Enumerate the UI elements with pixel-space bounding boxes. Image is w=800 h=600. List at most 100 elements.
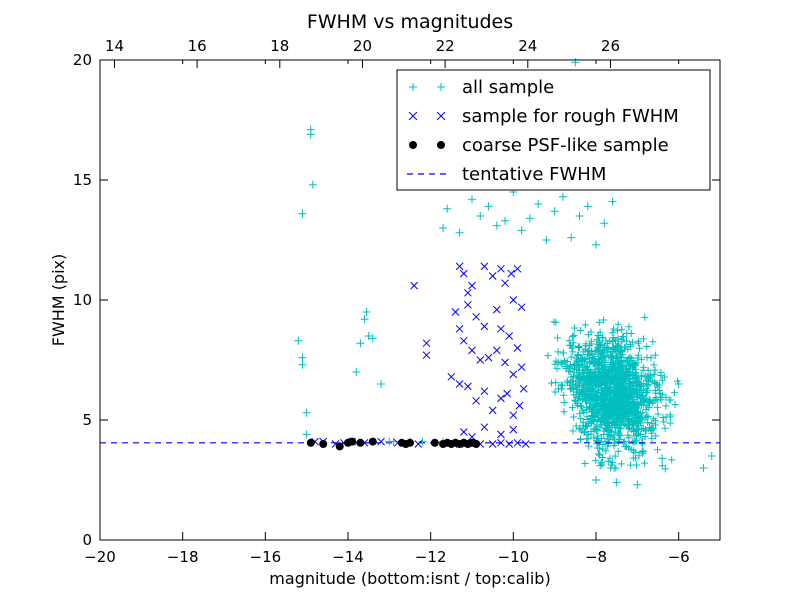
data-point-all-sample	[643, 412, 651, 420]
x-tick-label: −8	[585, 548, 607, 566]
x-tick-label: −16	[250, 548, 282, 566]
data-point-all-sample	[632, 432, 640, 440]
data-point-all-sample	[613, 327, 621, 335]
data-point-all-sample	[657, 368, 665, 376]
top-tick-label: 24	[518, 37, 537, 55]
data-point-all-sample	[439, 224, 448, 232]
data-point-rough-fwhm	[497, 324, 505, 333]
data-point-all-sample	[644, 419, 652, 427]
data-point-all-sample	[550, 207, 559, 216]
data-point-all-sample	[622, 443, 630, 451]
data-point-all-sample	[597, 459, 605, 467]
data-point-all-sample	[631, 375, 639, 383]
data-point-all-sample	[476, 212, 485, 220]
data-point-all-sample	[627, 354, 635, 362]
legend-label: all sample	[462, 77, 554, 98]
data-point-all-sample	[580, 373, 588, 381]
data-point-all-sample	[651, 366, 659, 374]
data-point-all-sample	[613, 391, 621, 399]
data-point-rough-fwhm	[459, 428, 468, 436]
data-point-all-sample	[602, 352, 610, 360]
data-point-all-sample	[583, 363, 591, 371]
data-point-all-sample	[638, 395, 646, 403]
data-point-all-sample	[608, 329, 616, 337]
data-point-all-sample	[534, 200, 543, 208]
data-point-all-sample	[656, 390, 664, 398]
data-point-all-sample	[588, 407, 596, 415]
data-point-all-sample	[623, 396, 631, 404]
legend-label: tentative FWHM	[462, 164, 606, 185]
data-point-rough-fwhm	[480, 387, 489, 396]
data-point-all-sample	[623, 356, 631, 364]
data-point-all-sample	[617, 382, 625, 390]
data-point-all-sample	[587, 328, 595, 336]
data-point-all-sample	[648, 419, 656, 427]
data-point-all-sample	[584, 391, 592, 399]
data-point-all-sample	[552, 318, 560, 326]
data-point-all-sample	[590, 396, 598, 404]
data-point-all-sample	[602, 381, 610, 389]
data-point-all-sample	[362, 308, 371, 316]
data-point-all-sample	[595, 345, 603, 353]
data-point-all-sample	[579, 418, 587, 426]
data-point-all-sample	[625, 434, 633, 442]
data-point-all-sample	[617, 460, 625, 468]
data-point-all-sample	[579, 379, 587, 387]
data-point-all-sample	[575, 362, 583, 370]
data-point-all-sample	[647, 425, 655, 433]
data-point-all-sample	[586, 398, 594, 406]
data-point-rough-fwhm	[410, 281, 418, 290]
data-point-all-sample	[352, 368, 361, 376]
data-point-all-sample	[557, 381, 565, 389]
data-point-all-sample	[652, 432, 660, 440]
data-point-all-sample	[595, 450, 603, 458]
data-point-rough-fwhm	[509, 411, 518, 420]
data-point-all-sample	[608, 414, 616, 422]
data-point-all-sample	[598, 454, 606, 461]
data-point-all-sample	[608, 459, 616, 467]
data-point-all-sample	[612, 349, 620, 357]
data-point-all-sample	[605, 345, 613, 353]
data-point-all-sample	[611, 452, 619, 460]
data-point-rough-fwhm	[455, 262, 464, 271]
data-point-all-sample	[583, 396, 591, 404]
data-point-all-sample	[638, 356, 646, 364]
data-point-all-sample	[567, 373, 575, 381]
data-point-all-sample	[553, 365, 561, 373]
data-point-all-sample	[542, 236, 551, 244]
data-point-all-sample	[625, 360, 633, 368]
data-point-all-sample	[618, 348, 626, 356]
data-point-rough-fwhm	[488, 440, 497, 448]
data-point-all-sample	[607, 464, 615, 472]
data-point-all-sample	[630, 411, 638, 419]
data-point-all-sample	[597, 414, 605, 422]
data-point-all-sample	[576, 410, 584, 418]
data-point-all-sample	[609, 337, 617, 345]
data-point-rough-fwhm	[505, 440, 514, 448]
data-point-all-sample	[645, 423, 653, 431]
data-point-all-sample	[605, 419, 613, 427]
data-point-all-sample	[599, 333, 607, 341]
data-point-all-sample	[572, 383, 580, 391]
data-point-all-sample	[594, 331, 602, 339]
data-point-all-sample	[586, 358, 594, 366]
data-point-all-sample	[377, 380, 386, 388]
data-point-all-sample	[635, 337, 643, 345]
data-point-all-sample	[576, 327, 584, 335]
data-point-all-sample	[640, 363, 648, 371]
data-point-all-sample	[671, 401, 679, 409]
data-point-all-sample	[600, 365, 608, 373]
data-point-all-sample	[552, 357, 560, 365]
data-point-coarse-psf	[356, 438, 365, 447]
data-point-all-sample	[628, 426, 636, 434]
data-point-all-sample	[626, 368, 634, 376]
data-point-all-sample	[360, 315, 369, 324]
data-point-all-sample	[610, 362, 618, 370]
data-point-rough-fwhm	[468, 432, 476, 441]
legend-box	[396, 69, 711, 191]
data-point-all-sample	[635, 380, 643, 388]
data-point-all-sample	[551, 360, 559, 368]
data-point-all-sample	[615, 366, 623, 374]
data-point-all-sample	[633, 480, 642, 489]
data-point-all-sample	[609, 344, 617, 352]
